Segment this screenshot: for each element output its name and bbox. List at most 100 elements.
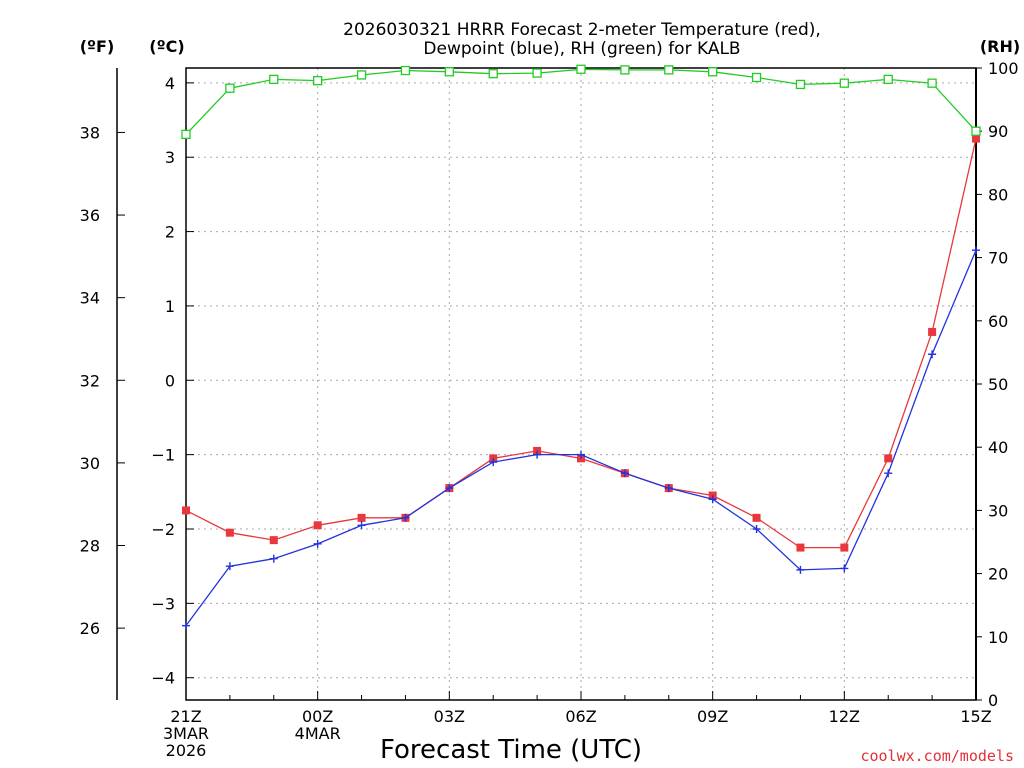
- data-point-marker: [533, 450, 542, 459]
- rh-tick-label: 30: [988, 501, 1008, 520]
- time-tick-label: 2026: [166, 741, 207, 760]
- fahrenheit-tick-label: 32: [80, 371, 100, 390]
- data-point-marker: [795, 79, 806, 90]
- celsius-tick-label: −1: [151, 446, 175, 465]
- data-point-marker: [576, 64, 586, 74]
- chart-title-line2: Dewpoint (blue), RH (green) for KALB: [423, 39, 740, 59]
- data-point-marker: [357, 521, 366, 530]
- data-point-marker: [884, 454, 893, 463]
- data-point-marker: [313, 521, 322, 530]
- data-series: [181, 64, 981, 630]
- fahrenheit-tick-label: 38: [80, 123, 100, 142]
- data-point-marker: [356, 70, 367, 80]
- rh-tick-label: 60: [988, 312, 1008, 331]
- data-point-marker: [708, 67, 718, 77]
- data-point-marker: [620, 65, 630, 75]
- data-point-marker: [182, 621, 190, 630]
- rh-tick-label: 40: [988, 438, 1008, 457]
- data-point-marker: [313, 539, 322, 548]
- data-point-marker: [972, 134, 980, 143]
- rh-tick-label: 80: [988, 185, 1008, 204]
- celsius-tick-label: 1: [165, 297, 175, 316]
- time-tick-label: 03Z: [434, 707, 465, 726]
- data-point-marker: [752, 524, 761, 533]
- data-point-marker: [182, 506, 190, 515]
- x-axis-title: Forecast Time (UTC): [380, 735, 642, 765]
- time-tick-label: 00Z: [302, 707, 333, 726]
- fahrenheit-tick-label: 30: [80, 454, 100, 473]
- time-tick-label: 21Z: [170, 707, 201, 726]
- celsius-tick-label: −3: [151, 594, 175, 613]
- data-point-marker: [445, 484, 454, 493]
- data-point-marker: [928, 350, 937, 359]
- rh-tick-label: 100: [988, 59, 1019, 78]
- time-tick-label: 4MAR: [295, 724, 341, 743]
- fahrenheit-tick-label: 34: [80, 289, 100, 308]
- rh-tick-label: 0: [988, 691, 998, 710]
- rh-unit-label: (RH): [980, 37, 1020, 56]
- fahrenheit-tick-label: 36: [80, 206, 100, 225]
- celsius-tick-label: 0: [165, 371, 175, 390]
- data-point-marker: [488, 69, 498, 79]
- data-point-marker: [269, 554, 278, 563]
- series-line: [185, 68, 977, 135]
- data-point-marker: [225, 83, 235, 93]
- credit-text: coolwx.com/models: [860, 747, 1014, 765]
- data-point-marker: [796, 543, 805, 552]
- data-point-marker: [971, 126, 981, 136]
- data-point-marker: [928, 327, 937, 336]
- series-line: [185, 249, 977, 626]
- celsius-tick-label: 4: [165, 74, 175, 93]
- data-point-marker: [357, 513, 366, 522]
- data-point-marker: [839, 78, 849, 88]
- fahrenheit-tick-label: 28: [80, 537, 100, 556]
- plot-frame: [185, 67, 977, 701]
- data-point-marker: [972, 246, 980, 255]
- data-point-marker: [751, 72, 762, 83]
- rh-tick-label: 70: [988, 249, 1008, 268]
- celsius-tick-label: 2: [165, 223, 175, 242]
- time-tick-label: 15Z: [960, 707, 991, 726]
- time-tick-label: 06Z: [565, 707, 596, 726]
- data-point-marker: [444, 67, 454, 77]
- data-point-marker: [664, 484, 673, 493]
- celsius-unit-label: (ºC): [149, 37, 184, 56]
- series-line: [185, 138, 977, 549]
- data-point-marker: [313, 75, 323, 86]
- celsius-tick-label: −2: [151, 520, 175, 539]
- data-point-marker: [225, 528, 234, 537]
- time-tick-label: 12Z: [829, 707, 860, 726]
- data-point-marker: [927, 78, 937, 88]
- data-point-marker: [840, 543, 849, 552]
- series-rh: [181, 64, 981, 140]
- data-point-marker: [269, 536, 278, 545]
- chart-title-line1: 2026030321 HRRR Forecast 2-meter Tempera…: [343, 20, 821, 40]
- axis-ticks: 43210−1−2−3−4383634323028261009080706050…: [80, 59, 1019, 760]
- rh-tick-label: 90: [988, 122, 1008, 141]
- rh-tick-label: 20: [988, 565, 1008, 584]
- data-point-marker: [400, 65, 411, 76]
- data-point-marker: [532, 68, 542, 78]
- data-point-marker: [577, 450, 585, 459]
- data-point-marker: [708, 495, 717, 504]
- data-point-marker: [664, 65, 674, 75]
- gridlines: [186, 68, 976, 700]
- data-point-marker: [752, 513, 761, 522]
- celsius-tick-label: −4: [151, 669, 175, 688]
- data-point-marker: [269, 74, 279, 85]
- time-tick-label: 09Z: [697, 707, 728, 726]
- data-point-marker: [840, 564, 849, 573]
- data-point-marker: [884, 469, 893, 478]
- data-point-marker: [620, 469, 629, 478]
- fahrenheit-unit-label: (ºF): [80, 37, 115, 56]
- data-point-marker: [401, 513, 410, 522]
- celsius-tick-label: 3: [165, 148, 175, 167]
- fahrenheit-tick-label: 26: [80, 619, 100, 638]
- data-point-marker: [883, 74, 893, 85]
- data-point-marker: [181, 129, 191, 140]
- rh-tick-label: 50: [988, 375, 1008, 394]
- data-point-marker: [489, 458, 498, 467]
- time-tick-label: 3MAR: [163, 724, 209, 743]
- data-point-marker: [225, 562, 234, 571]
